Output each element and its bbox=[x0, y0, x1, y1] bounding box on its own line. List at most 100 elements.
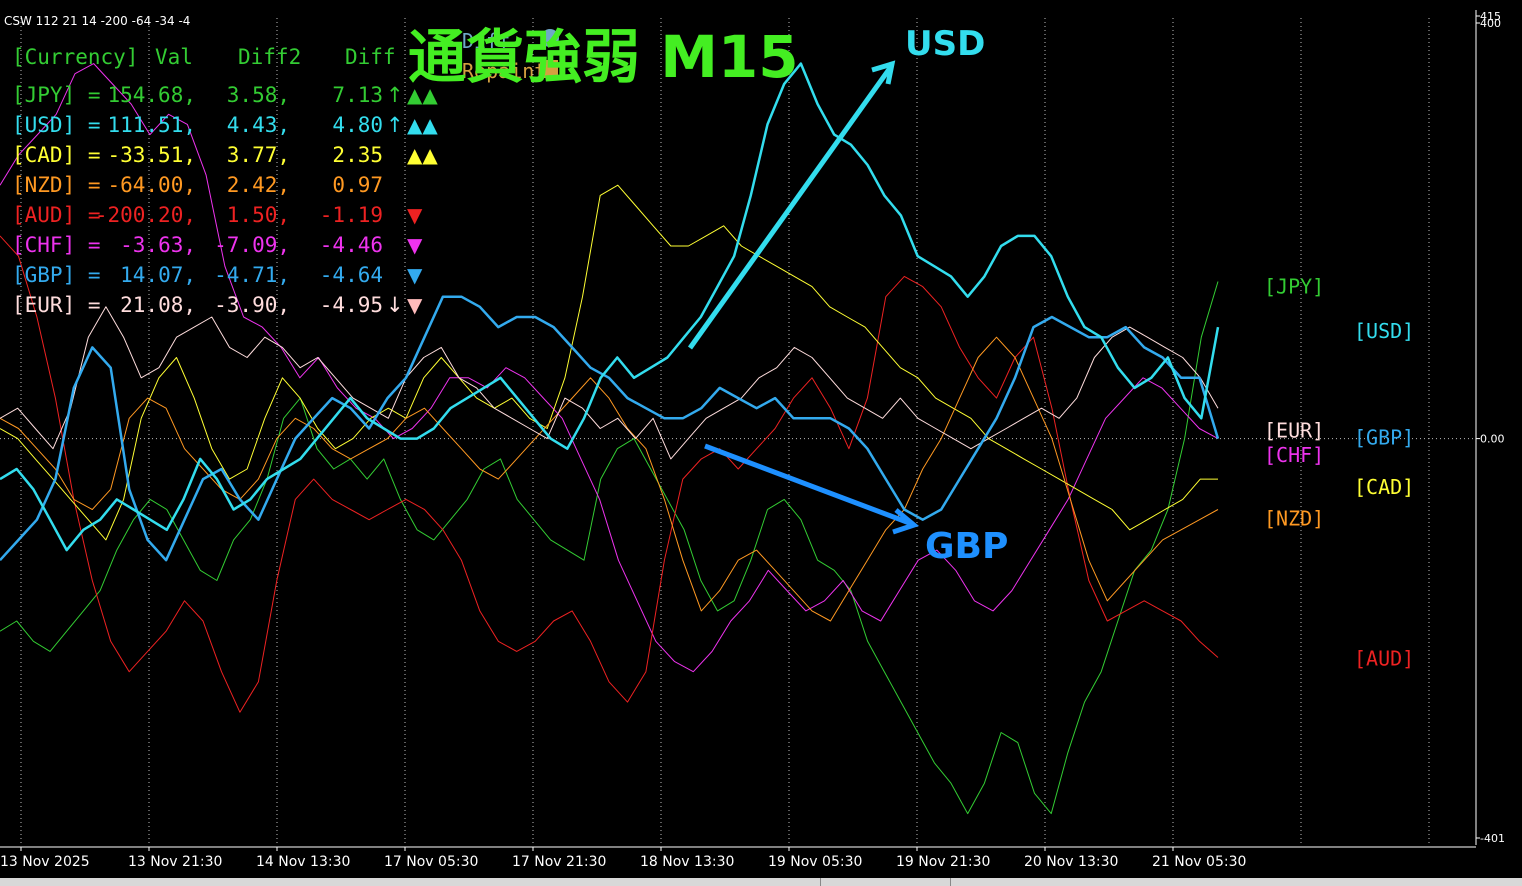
row-diff2: 4.43, bbox=[227, 113, 290, 137]
series-line-cad bbox=[0, 184, 1218, 541]
x-tick-label: 21 Nov 05:30 bbox=[1152, 854, 1246, 870]
repaint-toggle-icon[interactable] bbox=[540, 60, 558, 78]
row-signal-icon: ▼ bbox=[407, 263, 423, 287]
row-signal-icon: ▼ bbox=[407, 203, 423, 227]
grid bbox=[0, 18, 1476, 845]
right-label-jpy: [JPY] bbox=[1264, 275, 1324, 299]
usd-arrow-line[interactable] bbox=[687, 66, 893, 350]
right-label-chf: [CHF] bbox=[1264, 443, 1324, 467]
row-diff: -4.95 bbox=[320, 293, 383, 317]
row-val: 154.68, bbox=[107, 83, 196, 107]
y-tick-label: 415 bbox=[1480, 10, 1501, 23]
diff-button-label[interactable]: Diff bbox=[462, 29, 510, 53]
table-header: [Currency] bbox=[12, 45, 138, 69]
row-val: -33.51, bbox=[107, 143, 196, 167]
row-signal-icon: ▲▲ bbox=[407, 143, 438, 167]
gbp-arrow-head bbox=[892, 508, 920, 535]
table-row: [USD] = 111.51, 4.43, 4.80 ↑ ▲▲ bbox=[12, 113, 438, 137]
x-tick-label: 17 Nov 21:30 bbox=[512, 854, 606, 870]
row-signal-icon: ▲▲ bbox=[407, 83, 438, 107]
diff-toggle-icon[interactable] bbox=[541, 29, 559, 47]
row-val: -200.20, bbox=[95, 203, 196, 227]
table-row: [GBP] = 14.07, -4.71, -4.64 ▼ bbox=[12, 263, 423, 287]
row-trend-mark: ↑ bbox=[386, 83, 404, 107]
x-tick-label: 18 Nov 13:30 bbox=[640, 854, 734, 870]
table-row: [AUD] =-200.20, 1.50, -1.19 ▼ bbox=[12, 203, 423, 227]
row-diff2: 3.77, bbox=[227, 143, 290, 167]
table-row: [CAD] = -33.51, 3.77, 2.35 ▲▲ bbox=[12, 143, 438, 167]
row-currency: [NZD] = bbox=[12, 173, 101, 197]
series-line-nzd bbox=[0, 336, 1219, 622]
x-tick-label: 13 Nov 21:30 bbox=[128, 854, 222, 870]
row-signal-icon: ▼ bbox=[407, 233, 423, 257]
table-header: Val bbox=[155, 45, 193, 69]
currency-table: [Currency] Val Diff2 Diff [JPY] = 154.68, 3.58… bbox=[12, 45, 438, 317]
right-label-cad: [CAD] bbox=[1354, 475, 1414, 499]
table-row: [JPY] = 154.68, 3.58, 7.13 ↑ ▲▲ bbox=[12, 83, 438, 107]
series-line-eur bbox=[0, 306, 1219, 460]
indicator-label: CSW 112 21 14 -200 -64 -34 -4 bbox=[4, 14, 190, 28]
y-tick-label: 0.00 bbox=[1480, 433, 1505, 446]
annotation-texts: CSW 112 21 14 -200 -64 -34 -4 Diff Repaint… bbox=[4, 14, 1008, 567]
row-diff: 4.80 bbox=[332, 113, 383, 137]
table-row: [NZD] = -64.00, 2.42, 0.97 bbox=[12, 173, 383, 197]
bottom-tab-bar[interactable] bbox=[0, 878, 1522, 886]
row-val: 111.51, bbox=[107, 113, 196, 137]
right-label-nzd: [NZD] bbox=[1264, 507, 1324, 531]
row-currency: [JPY] = bbox=[12, 83, 101, 107]
series-line-gbp bbox=[0, 295, 1220, 562]
row-diff2: -7.09, bbox=[214, 233, 290, 257]
row-val: 21.08, bbox=[120, 293, 196, 317]
gbp-arrow-line[interactable] bbox=[704, 443, 913, 527]
repaint-button-label[interactable]: Repaint bbox=[462, 59, 546, 83]
table-header: Diff bbox=[345, 45, 396, 69]
row-diff2: 2.42, bbox=[227, 173, 290, 197]
series-line-chf bbox=[0, 63, 1219, 673]
usd-arrow-head bbox=[871, 60, 896, 85]
x-tick-label: 13 Nov 2025 bbox=[0, 854, 90, 870]
row-diff2: -4.71, bbox=[214, 263, 290, 287]
right-label-usd: [USD] bbox=[1354, 319, 1414, 343]
annotation-arrows bbox=[687, 60, 920, 535]
row-val: -64.00, bbox=[107, 173, 196, 197]
usd-annotation-label: USD bbox=[905, 24, 985, 64]
row-currency: [GBP] = bbox=[12, 263, 101, 287]
row-diff: 0.97 bbox=[332, 173, 383, 197]
row-currency: [CAD] = bbox=[12, 143, 101, 167]
y-tick-label: 400 bbox=[1480, 17, 1501, 30]
row-diff: -1.19 bbox=[320, 203, 383, 227]
row-diff: 2.35 bbox=[332, 143, 383, 167]
row-diff: 7.13 bbox=[332, 83, 383, 107]
right-label-aud: [AUD] bbox=[1354, 647, 1414, 671]
chart-tabs[interactable] bbox=[0, 878, 821, 886]
row-diff: -4.46 bbox=[320, 233, 383, 257]
x-tick-label: 19 Nov 05:30 bbox=[768, 854, 862, 870]
chart-title: 通貨強弱 M15 bbox=[408, 23, 799, 91]
x-tick-label: 14 Nov 13:30 bbox=[256, 854, 350, 870]
row-diff2: -3.90, bbox=[214, 293, 290, 317]
row-diff2: 1.50, bbox=[227, 203, 290, 227]
x-tick-label: 20 Nov 13:30 bbox=[1024, 854, 1118, 870]
horizontal-scrollbar[interactable] bbox=[950, 878, 1522, 886]
row-currency: [EUR] = bbox=[12, 293, 101, 317]
row-trend-mark: ↓ bbox=[386, 293, 404, 317]
row-trend-mark: ↑ bbox=[386, 113, 404, 137]
x-tick-label: 19 Nov 21:30 bbox=[896, 854, 990, 870]
row-signal-icon: ▼ bbox=[407, 293, 423, 317]
table-header: Diff2 bbox=[238, 45, 301, 69]
row-val: -3.63, bbox=[120, 233, 196, 257]
row-currency: [CHF] = bbox=[12, 233, 101, 257]
series-line-usd bbox=[0, 62, 1220, 552]
right-label-gbp: [GBP] bbox=[1354, 426, 1414, 450]
series-line-jpy bbox=[0, 281, 1219, 815]
x-tick-label: 17 Nov 05:30 bbox=[384, 854, 478, 870]
row-diff2: 3.58, bbox=[227, 83, 290, 107]
table-row: [EUR] = 21.08, -3.90, -4.95 ↓ ▼ bbox=[12, 293, 423, 317]
y-tick-label: -401 bbox=[1480, 832, 1505, 845]
gbp-annotation-label: GBP bbox=[925, 526, 1008, 567]
row-diff: -4.64 bbox=[320, 263, 383, 287]
row-currency: [AUD] = bbox=[12, 203, 101, 227]
